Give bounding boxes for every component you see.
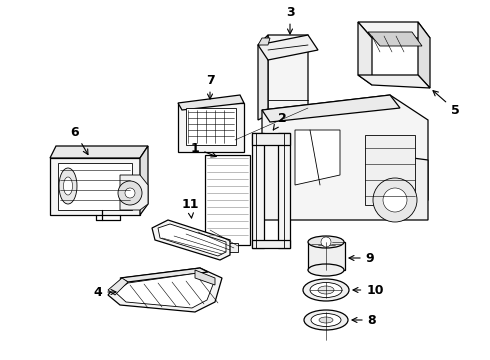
Polygon shape (120, 175, 148, 210)
Text: 9: 9 (349, 252, 374, 265)
Polygon shape (365, 135, 415, 205)
Ellipse shape (311, 314, 341, 327)
Polygon shape (50, 158, 140, 215)
Polygon shape (178, 95, 244, 110)
Circle shape (383, 188, 407, 212)
Ellipse shape (303, 279, 349, 301)
Ellipse shape (64, 177, 73, 195)
Polygon shape (108, 278, 128, 295)
Polygon shape (262, 95, 428, 220)
Polygon shape (205, 155, 250, 245)
Circle shape (321, 237, 331, 247)
Circle shape (125, 188, 135, 198)
Polygon shape (295, 130, 340, 185)
Polygon shape (195, 270, 215, 285)
Polygon shape (368, 32, 422, 46)
Ellipse shape (319, 317, 333, 323)
Polygon shape (358, 75, 430, 88)
Polygon shape (152, 220, 230, 260)
Ellipse shape (59, 168, 77, 204)
Polygon shape (252, 240, 290, 248)
Polygon shape (120, 268, 208, 282)
Polygon shape (50, 146, 148, 158)
Text: 3: 3 (286, 5, 294, 34)
Polygon shape (358, 22, 430, 38)
Polygon shape (252, 133, 290, 145)
Text: 1: 1 (191, 141, 216, 157)
Ellipse shape (308, 236, 344, 248)
Polygon shape (158, 224, 226, 256)
Polygon shape (390, 155, 428, 220)
Polygon shape (258, 35, 268, 120)
Ellipse shape (310, 283, 342, 297)
Text: 7: 7 (206, 73, 215, 99)
Polygon shape (308, 242, 345, 270)
Polygon shape (258, 38, 270, 45)
Polygon shape (186, 108, 236, 145)
Polygon shape (58, 163, 132, 210)
Text: 6: 6 (71, 126, 88, 154)
Text: 8: 8 (352, 314, 376, 327)
Polygon shape (178, 103, 244, 152)
Polygon shape (252, 133, 264, 248)
Polygon shape (262, 95, 400, 122)
Text: 10: 10 (353, 284, 384, 297)
Polygon shape (258, 35, 318, 60)
Polygon shape (218, 243, 238, 252)
Ellipse shape (304, 310, 348, 330)
Polygon shape (278, 133, 290, 248)
Circle shape (373, 178, 417, 222)
Polygon shape (418, 22, 430, 88)
Text: 4: 4 (94, 285, 116, 298)
Polygon shape (140, 146, 148, 215)
Text: 11: 11 (181, 198, 199, 218)
Polygon shape (108, 268, 222, 312)
Ellipse shape (308, 264, 344, 276)
Polygon shape (115, 273, 214, 308)
Text: 5: 5 (433, 91, 460, 117)
Polygon shape (358, 22, 372, 85)
Circle shape (118, 181, 142, 205)
Ellipse shape (318, 286, 334, 294)
Text: 2: 2 (273, 112, 286, 130)
Polygon shape (268, 35, 308, 115)
